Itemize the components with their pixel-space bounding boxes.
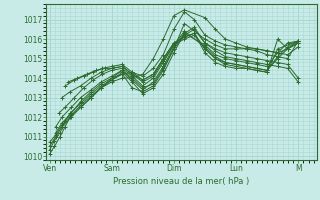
X-axis label: Pression niveau de la mer( hPa ): Pression niveau de la mer( hPa ) bbox=[114, 177, 250, 186]
